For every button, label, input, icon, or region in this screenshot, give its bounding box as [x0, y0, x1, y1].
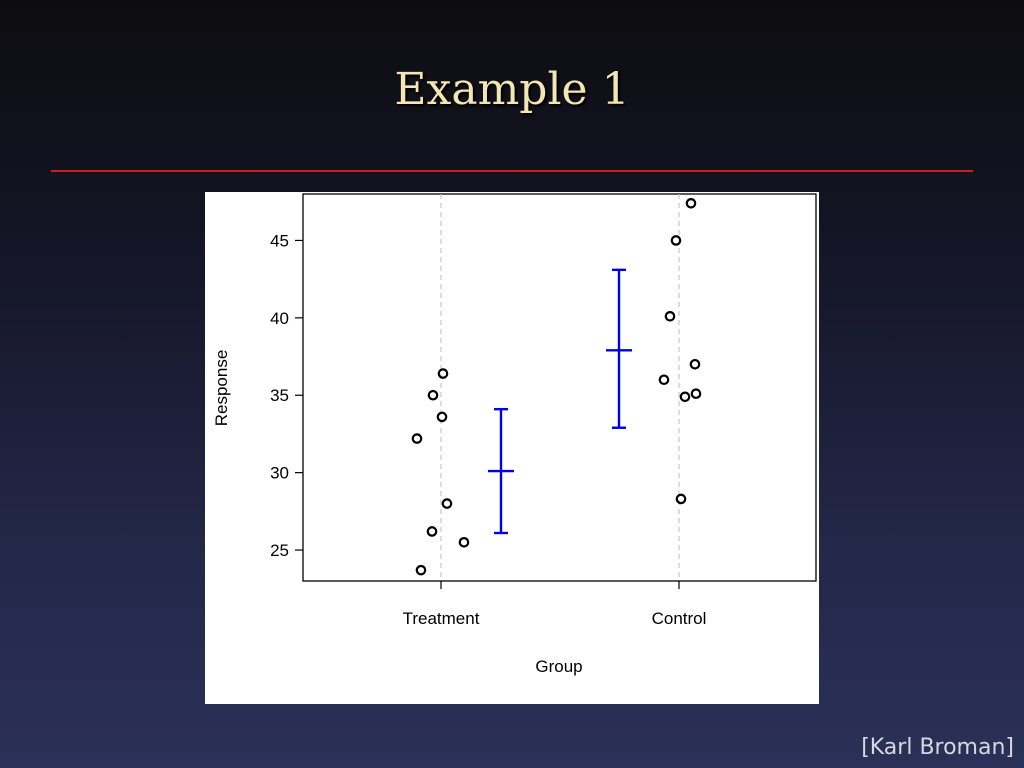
y-tick-label-45: 45 [270, 231, 289, 250]
data-point-treatment [426, 526, 438, 537]
y-axis-label: Response [212, 350, 231, 427]
data-point-control [658, 374, 670, 386]
x-tick-label-control: Control [652, 609, 707, 628]
slide-title: Example 1 [394, 64, 630, 115]
data-point-treatment [415, 564, 427, 576]
y-tick-label-30: 30 [270, 464, 289, 483]
data-point-treatment [458, 536, 470, 548]
y-tick-label-25: 25 [270, 541, 289, 560]
data-point-treatment [427, 389, 439, 401]
data-point-control [685, 197, 697, 209]
title-divider [51, 170, 973, 172]
y-tick-label-40: 40 [270, 309, 289, 328]
data-point-control [675, 493, 687, 505]
data-point-control [689, 358, 701, 370]
data-point-treatment [411, 433, 423, 444]
plot-frame [302, 193, 817, 582]
data-point-treatment [441, 498, 453, 509]
chart-panel: Treatment Control 25 30 35 40 45 Group Respons… [205, 192, 819, 704]
data-point-treatment [437, 368, 449, 379]
y-tick-label-35: 35 [270, 386, 289, 405]
x-tick-label-treatment: Treatment [403, 609, 480, 628]
attribution-credit: [Karl Broman] [861, 735, 1014, 760]
x-axis-label: Group [535, 657, 582, 676]
response-by-group-chart: Treatment Control 25 30 35 40 45 Group Respons… [212, 193, 817, 676]
data-point-control [679, 391, 691, 403]
data-point-control [670, 235, 682, 246]
data-point-treatment [436, 411, 448, 423]
data-point-control [664, 310, 676, 322]
data-point-control [690, 388, 702, 399]
